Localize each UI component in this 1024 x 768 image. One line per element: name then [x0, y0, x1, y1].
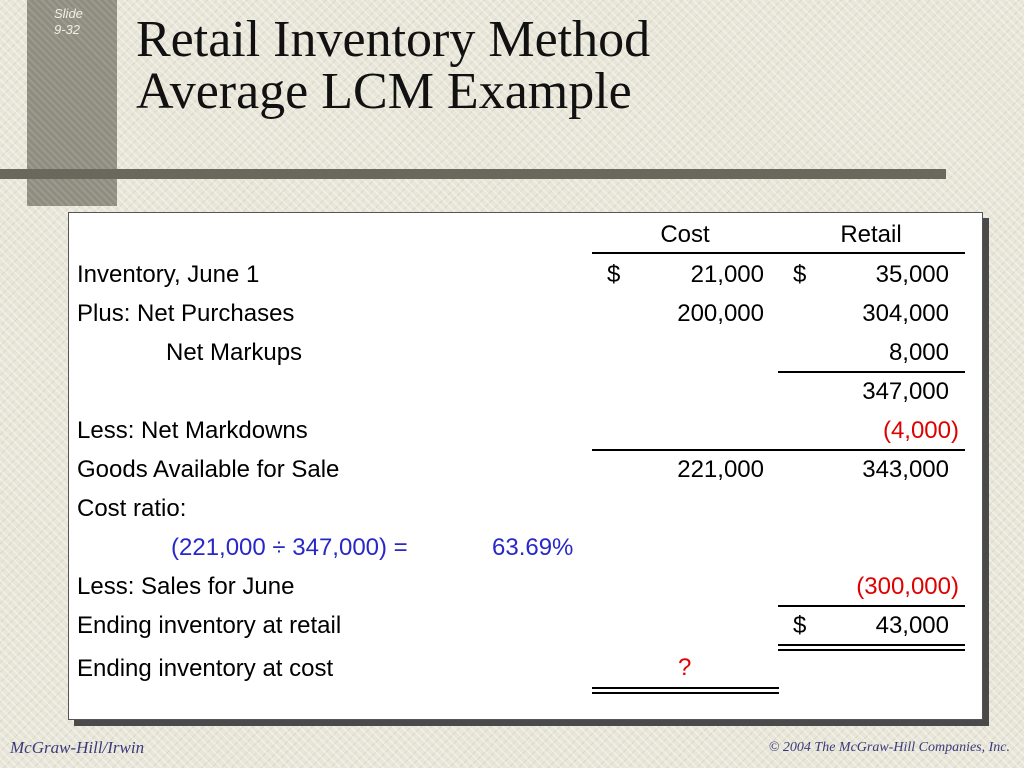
- retail-value: 35,000: [875, 261, 949, 288]
- slide-title: Retail Inventory Method Average LCM Exam…: [136, 14, 650, 118]
- column-header-cost: Cost: [660, 221, 710, 248]
- retail-value: 304,000: [862, 300, 949, 327]
- retail-value-negative: (300,000): [856, 573, 959, 600]
- cost-value: 221,000: [677, 456, 764, 483]
- title-divider: [0, 169, 946, 179]
- slide-number: Slide 9-32: [27, 6, 117, 38]
- slide-label: Slide: [54, 6, 83, 21]
- slide-number-value: 9-32: [54, 22, 81, 37]
- dollar-sign: $: [607, 261, 621, 288]
- row-label-net-purchases: Plus: Net Purchases: [77, 300, 295, 327]
- cost-value: 200,000: [677, 300, 764, 327]
- row-label-inventory-june-1: Inventory, June 1: [77, 261, 260, 288]
- copyright-footer: © 2004 The McGraw-Hill Companies, Inc.: [768, 740, 1010, 755]
- row-label-net-markups: Net Markups: [166, 339, 303, 366]
- inventory-table-panel: Cost Retail Inventory, June 1 $ 21,000 $…: [68, 212, 983, 720]
- row-label-goods-available: Goods Available for Sale: [77, 456, 340, 483]
- total-double-rule-bottom: [592, 692, 779, 694]
- header-underline: [592, 252, 965, 254]
- row-label-cost-ratio: Cost ratio:: [77, 495, 187, 522]
- cost-ratio-value: 63.69%: [492, 534, 574, 561]
- title-line-1: Retail Inventory Method: [136, 11, 651, 68]
- retail-value: 347,000: [862, 378, 949, 405]
- row-label-ending-cost: Ending inventory at cost: [77, 655, 334, 682]
- retail-value: 343,000: [862, 456, 949, 483]
- cost-ratio-formula: (221,000 ÷ 347,000) =: [171, 534, 408, 561]
- retail-value: 43,000: [875, 612, 949, 639]
- publisher-footer: McGraw-Hill/Irwin: [10, 738, 145, 757]
- retail-value: 8,000: [888, 339, 949, 366]
- column-header-retail: Retail: [840, 221, 902, 248]
- total-double-rule-top: [778, 644, 965, 646]
- subtotal-rule: [778, 371, 965, 373]
- subtotal-rule: [778, 605, 965, 607]
- dollar-sign: $: [793, 612, 807, 639]
- title-line-2: Average LCM Example: [136, 63, 632, 120]
- cost-value: 21,000: [690, 261, 764, 288]
- retail-value-negative: (4,000): [882, 417, 959, 444]
- row-label-net-markdowns: Less: Net Markdowns: [77, 417, 308, 444]
- dollar-sign: $: [793, 261, 807, 288]
- row-label-ending-retail: Ending inventory at retail: [77, 612, 342, 639]
- total-double-rule-bottom: [778, 649, 965, 651]
- subtotal-rule: [592, 449, 965, 451]
- row-label-sales-june: Less: Sales for June: [77, 573, 295, 600]
- total-double-rule-top: [592, 687, 779, 689]
- unknown-cost-value: ?: [678, 654, 692, 681]
